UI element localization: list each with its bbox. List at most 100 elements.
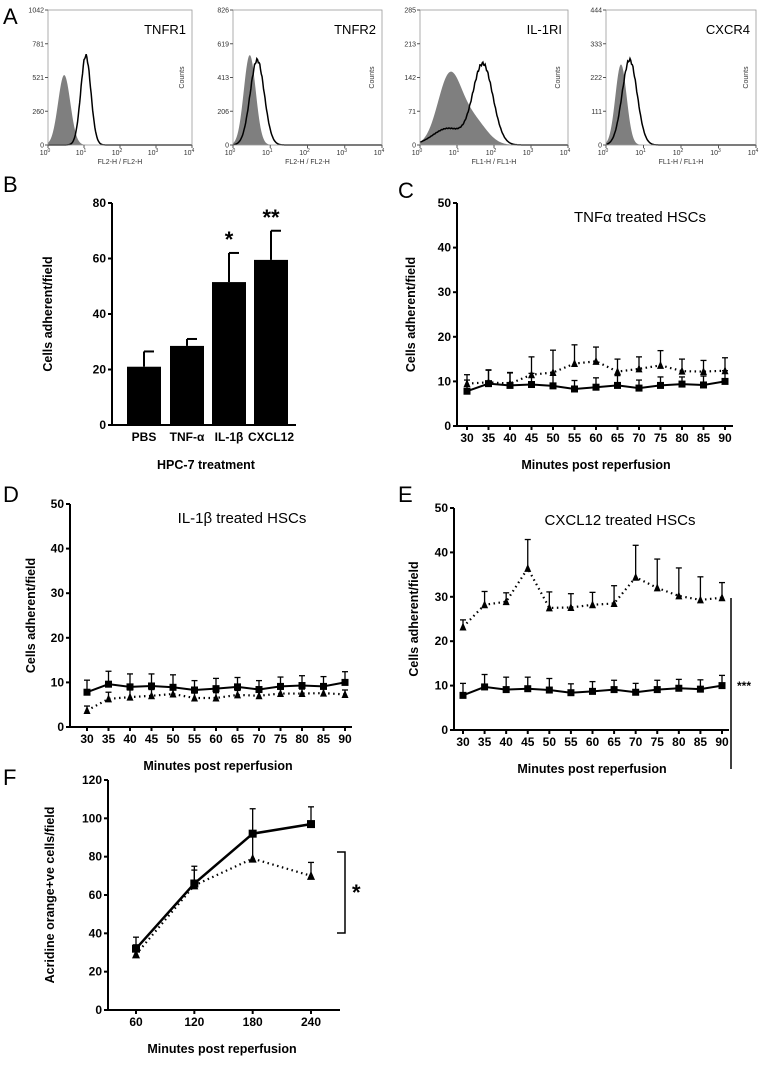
data-point-square: [459, 691, 467, 699]
data-point-square: [307, 820, 315, 829]
y-axis-label: Acridine orange+ve cells/field: [43, 807, 57, 984]
histogram-il-1ri: 100 101 102 103 104: [412, 9, 571, 157]
x-tick-label: 35: [478, 735, 492, 749]
data-point-triangle: [148, 691, 155, 700]
data-point-triangle: [653, 583, 661, 592]
data-point-square: [255, 686, 263, 694]
x-tick-label: 60: [209, 732, 223, 746]
data-point-triangle: [169, 689, 177, 698]
x-tick-label: 70: [629, 735, 643, 749]
x-tick-label: 102: [112, 148, 123, 157]
category-label: TNF-α: [170, 430, 205, 444]
panel-letter-d: D: [3, 482, 19, 507]
data-point-square: [635, 384, 643, 392]
y-axis-label: Counts: [743, 66, 750, 89]
x-tick-label: 65: [611, 431, 625, 445]
data-point-square: [549, 382, 557, 390]
data-point-triangle: [610, 598, 618, 607]
data-point-square: [721, 377, 729, 385]
data-point-triangle: [657, 360, 664, 369]
y-tick-label: 213: [404, 41, 416, 48]
x-tick-exponent: 4: [382, 148, 385, 154]
y-tick-label: 333: [590, 41, 602, 48]
data-point-square: [148, 682, 155, 690]
data-point-square: [169, 683, 177, 691]
data-point-square: [463, 387, 471, 395]
x-tick-label: 104: [184, 148, 195, 157]
data-point-triangle: [549, 367, 557, 376]
x-tick-label: 100: [40, 148, 51, 157]
significance-bracket: [337, 851, 346, 934]
x-tick-exponent: 2: [307, 148, 310, 154]
x-tick-label: 35: [482, 431, 496, 445]
data-point-square: [212, 685, 220, 693]
chart-title: CXCL12 treated HSCs: [545, 512, 696, 529]
isotype-histogram: [233, 55, 382, 145]
data-point-square: [610, 686, 618, 694]
data-point-square: [298, 682, 306, 690]
x-tick-exponent: 2: [494, 148, 497, 154]
x-tick-label: 55: [568, 431, 582, 445]
x-tick-base: 10: [262, 150, 270, 157]
line-chart-6: [66, 503, 352, 731]
y-tick-label: 0: [225, 143, 229, 150]
x-tick-label: 40: [499, 735, 513, 749]
y-tick-label: 20: [438, 330, 452, 344]
x-tick-label: 75: [274, 732, 288, 746]
data-point-triangle: [234, 690, 241, 699]
x-tick-exponent: 4: [192, 148, 195, 154]
y-tick-label: 0: [598, 143, 602, 150]
significance-annotation: **: [262, 205, 280, 230]
x-axis-label: Minutes post reperfusion: [147, 1042, 296, 1056]
x-tick-exponent: 1: [643, 148, 646, 154]
y-axis-label: Cells adherent/field: [407, 561, 421, 676]
y-tick-label: 444: [590, 8, 602, 15]
y-tick-label: 50: [435, 501, 449, 515]
y-tick-label: 142: [404, 75, 416, 82]
y-tick-label: 60: [93, 252, 107, 266]
y-tick-label: 40: [89, 926, 103, 940]
y-axis-label: Cells adherent/field: [24, 558, 38, 673]
x-tick-label: 240: [301, 1015, 321, 1029]
data-point-triangle: [459, 622, 467, 631]
x-tick-base: 10: [148, 150, 156, 157]
histogram-title: CXCR4: [706, 22, 750, 37]
x-tick-label: 60: [129, 1015, 143, 1029]
x-tick-exponent: 3: [718, 148, 721, 154]
x-tick-exponent: 3: [156, 148, 159, 154]
data-point-triangle: [678, 366, 686, 375]
x-tick-label: 55: [564, 735, 578, 749]
data-point-square: [632, 688, 640, 696]
x-tick-label: 60: [586, 735, 600, 749]
y-tick-label: 521: [32, 75, 44, 82]
data-point-triangle: [320, 688, 327, 697]
x-tick-label: 50: [543, 735, 557, 749]
series-control: [83, 670, 349, 696]
data-point-square: [614, 381, 621, 389]
bar-1: [170, 345, 204, 425]
data-point-square: [320, 682, 327, 690]
category-label: CXCL12: [248, 430, 294, 444]
x-tick-exponent: 0: [233, 148, 236, 154]
x-tick-label: 45: [145, 732, 159, 746]
y-tick-label: 0: [441, 723, 448, 737]
data-point-triangle: [567, 602, 575, 611]
data-point-triangle: [675, 591, 683, 600]
y-tick-label: 10: [438, 374, 452, 388]
y-tick-label: 111: [591, 109, 602, 116]
x-tick-base: 10: [412, 150, 420, 157]
data-point-square: [696, 685, 704, 693]
data-point-square: [481, 683, 489, 691]
x-tick-label: 101: [449, 148, 460, 157]
data-point-square: [589, 687, 596, 695]
histogram-title: TNFR1: [144, 22, 186, 37]
data-point-triangle: [502, 597, 510, 606]
data-point-triangle: [700, 367, 707, 376]
y-tick-label: 40: [438, 241, 452, 255]
data-point-triangle: [191, 693, 198, 702]
y-tick-label: 50: [51, 497, 65, 511]
isotype-histogram: [606, 64, 756, 145]
x-tick-base: 10: [40, 150, 48, 157]
x-tick-exponent: 1: [84, 148, 87, 154]
data-point-square: [83, 688, 91, 696]
